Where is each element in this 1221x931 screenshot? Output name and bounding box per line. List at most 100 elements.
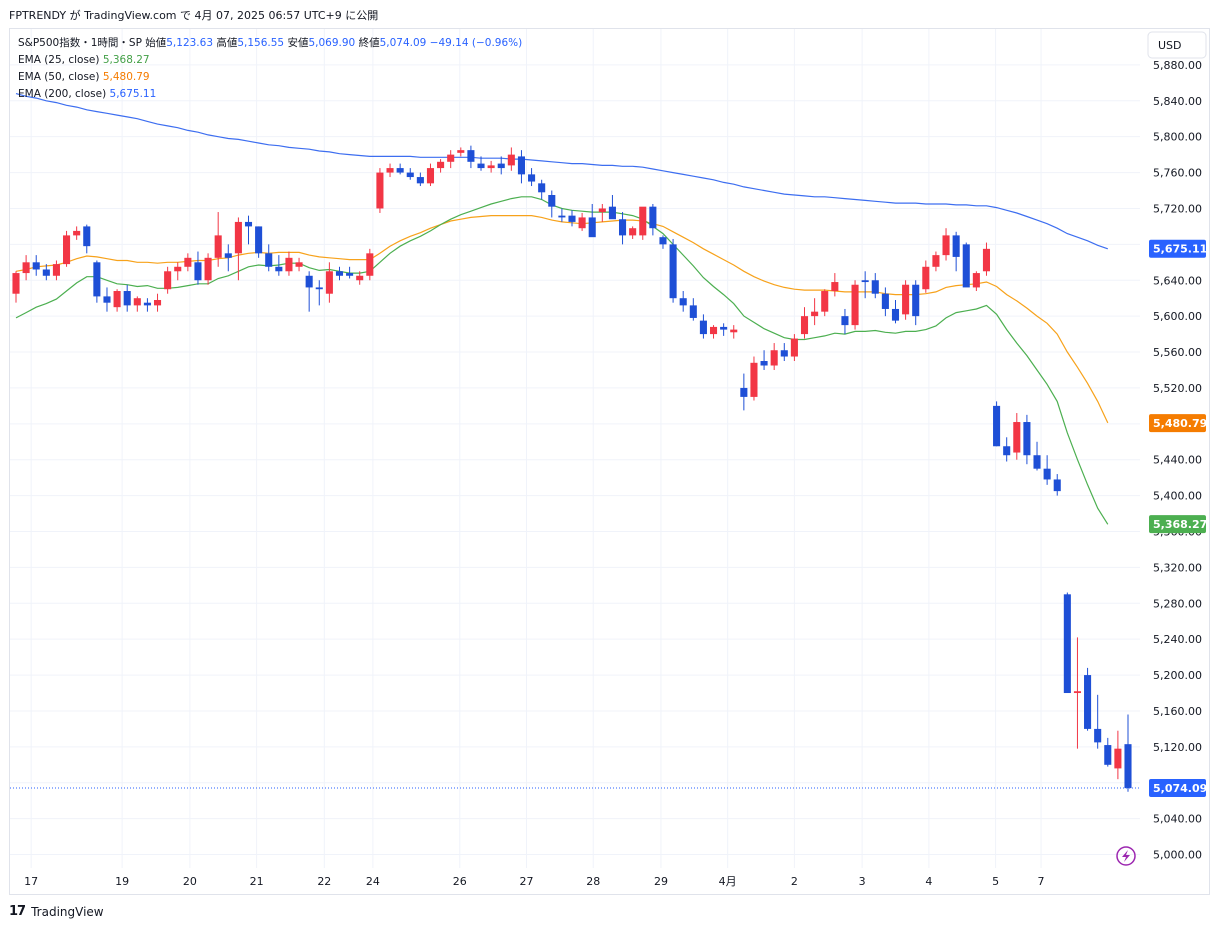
lightning-icon[interactable]: [1116, 846, 1136, 866]
candle: [275, 255, 283, 276]
currency-button-label: USD: [1158, 39, 1182, 52]
candle: [952, 231, 960, 272]
candle: [679, 291, 687, 312]
candle: [902, 280, 910, 320]
price-tag-bg: [1149, 515, 1206, 534]
currency-button[interactable]: USD: [1147, 31, 1207, 59]
candle-body: [426, 168, 435, 184]
candle: [932, 251, 940, 272]
candle: [457, 147, 465, 157]
y-tick-label: 5,840.00: [1153, 95, 1202, 108]
candle-body: [437, 161, 445, 169]
candle: [83, 224, 91, 254]
candle: [244, 215, 253, 245]
candle-body: [366, 253, 374, 276]
candle: [608, 195, 616, 220]
candle: [426, 163, 435, 187]
candle: [22, 255, 30, 281]
candle-body: [831, 282, 839, 292]
candle-body: [265, 253, 273, 267]
price-tag: 5,074.09: [1149, 779, 1207, 798]
price-tag-bg: [1149, 239, 1206, 258]
candle-body: [629, 228, 637, 236]
candle-body: [619, 219, 627, 236]
candle: [619, 212, 627, 245]
candles: [10, 145, 1140, 792]
price-tag-bg: [1149, 414, 1206, 433]
candle-body: [598, 208, 606, 213]
high-label: 高値: [216, 37, 238, 49]
candle-body: [608, 206, 616, 220]
candle-body: [952, 235, 960, 257]
candle: [1084, 667, 1092, 731]
footer-brand[interactable]: 17 TradingView: [9, 904, 104, 919]
symbol-label[interactable]: S&P500指数・1時間・SP: [18, 37, 142, 49]
candle: [224, 244, 232, 272]
y-tick-label: 5,720.00: [1153, 202, 1202, 215]
candle-body: [528, 174, 536, 182]
y-tick-label: 5,440.00: [1153, 454, 1202, 467]
ema25-row[interactable]: EMA (25, close) 5,368.27: [18, 52, 522, 69]
candle-body: [588, 217, 596, 238]
candle-body: [871, 280, 879, 294]
low-label: 安値: [287, 37, 309, 49]
candle: [881, 287, 889, 317]
candle-body: [800, 316, 809, 335]
candle-body: [699, 320, 707, 335]
candle: [406, 168, 414, 180]
candle: [730, 325, 738, 339]
candle-body: [982, 248, 991, 272]
candle: [568, 210, 576, 227]
ema200-row[interactable]: EMA (200, close) 5,675.11: [18, 86, 522, 103]
tradingview-logo-icon: 17: [9, 904, 26, 919]
candle-body: [669, 244, 677, 299]
x-tick-label: 19: [115, 875, 129, 888]
y-tick-label: 5,600.00: [1153, 310, 1202, 323]
price-tag-label: 5,074.09: [1153, 782, 1207, 795]
candle-body: [548, 195, 556, 207]
x-tick-label: 21: [250, 875, 264, 888]
candle-body: [1124, 744, 1132, 789]
candle-body: [42, 269, 50, 276]
candle-body: [376, 172, 384, 209]
candle: [629, 226, 637, 239]
candle: [517, 150, 525, 184]
candle-body: [164, 271, 172, 290]
candle: [1104, 737, 1112, 767]
candle-body: [204, 257, 212, 281]
x-tick-label: 4: [925, 875, 932, 888]
candle: [93, 260, 101, 303]
candle: [396, 163, 404, 175]
candle-body: [315, 287, 323, 290]
candle-body: [396, 168, 404, 173]
x-tick-label: 26: [453, 875, 467, 888]
candle: [699, 314, 707, 339]
candle: [538, 179, 546, 200]
candle-body: [153, 299, 162, 306]
candle-body: [861, 280, 869, 283]
candle: [1063, 592, 1071, 694]
y-tick-label: 5,280.00: [1153, 597, 1202, 610]
candle-body: [679, 298, 687, 306]
candle-body: [841, 316, 849, 326]
candle: [386, 163, 394, 178]
ema50-label: EMA (50, close): [18, 71, 100, 83]
candle-body: [689, 305, 697, 318]
candle-body: [487, 165, 495, 169]
y-tick-label: 5,760.00: [1153, 167, 1202, 180]
candle-body: [356, 275, 364, 281]
x-tick-label: 27: [520, 875, 534, 888]
candle-body: [1114, 748, 1122, 769]
candle: [982, 242, 991, 276]
grid-lines: [10, 29, 1140, 868]
candle: [1013, 413, 1021, 460]
candle: [780, 343, 788, 362]
candle-body: [123, 291, 131, 306]
candle-body: [346, 273, 354, 276]
candle: [174, 262, 182, 281]
candle: [467, 145, 475, 169]
candle-body: [558, 215, 566, 218]
candle-body: [133, 298, 141, 306]
ema50-row[interactable]: EMA (50, close) 5,480.79: [18, 69, 522, 86]
